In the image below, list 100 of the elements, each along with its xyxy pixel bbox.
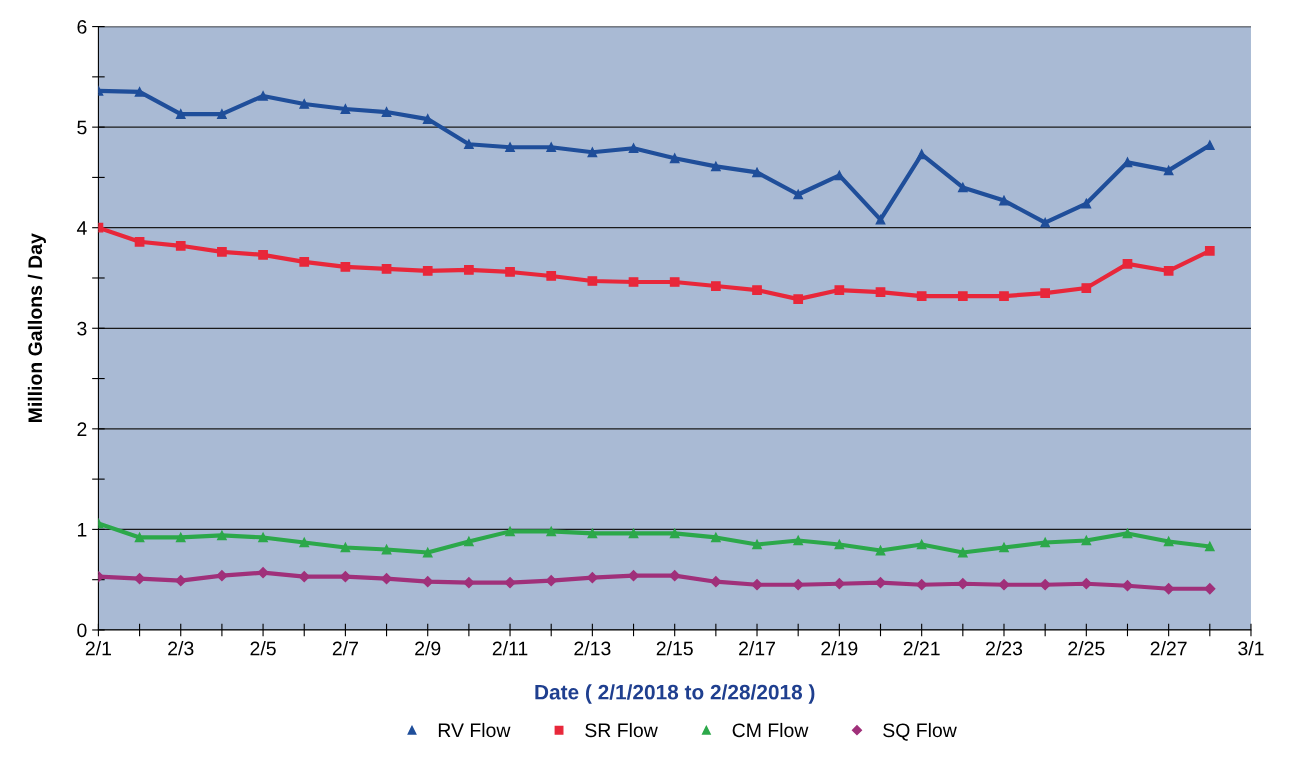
x-tick-label: 2/13 <box>574 641 611 656</box>
legend-label: SQ Flow <box>883 722 957 741</box>
x-tick-label: 2/15 <box>656 641 693 656</box>
x-tick-label: 2/27 <box>1150 641 1187 656</box>
point <box>381 264 392 274</box>
point <box>793 294 804 304</box>
x-tick-label: 2/1 <box>85 641 111 656</box>
point <box>875 214 886 225</box>
point <box>875 545 886 556</box>
point <box>999 542 1009 553</box>
y-tick-label: 1 <box>77 523 87 537</box>
point <box>669 570 681 582</box>
point <box>875 287 886 297</box>
point <box>134 532 145 543</box>
x-tick-label: 2/7 <box>332 641 358 656</box>
point <box>999 291 1009 301</box>
point <box>299 537 310 548</box>
point <box>298 571 310 583</box>
x-tick-label: 2/11 <box>492 641 528 656</box>
point <box>422 266 433 276</box>
point <box>258 91 268 101</box>
point <box>628 143 639 154</box>
point <box>134 87 145 97</box>
point <box>505 526 515 537</box>
point <box>546 271 557 281</box>
y-tick-label: 6 <box>77 20 87 34</box>
point <box>175 109 186 119</box>
point <box>546 526 557 537</box>
point <box>834 539 845 550</box>
point <box>340 262 351 272</box>
point <box>1163 266 1174 276</box>
point <box>1081 198 1092 209</box>
point <box>422 547 433 558</box>
point <box>751 579 763 591</box>
legend-label: RV Flow <box>438 722 511 738</box>
point <box>669 528 680 539</box>
point <box>710 281 721 291</box>
point <box>834 285 845 295</box>
point <box>793 189 804 200</box>
point <box>957 182 968 193</box>
point <box>587 147 598 158</box>
point <box>752 539 762 550</box>
point <box>1204 245 1215 256</box>
point <box>587 528 598 539</box>
point <box>505 142 515 153</box>
point <box>175 532 186 543</box>
point <box>669 153 680 164</box>
point <box>217 530 227 541</box>
point <box>546 142 557 153</box>
point <box>175 240 186 251</box>
x-tick-label: 2/25 <box>1068 641 1105 656</box>
point <box>258 532 268 543</box>
point <box>1163 165 1174 176</box>
point <box>258 249 268 260</box>
y-tick-label: 3 <box>77 321 87 336</box>
x-tick-label: 2/3 <box>168 641 194 656</box>
point <box>381 107 392 117</box>
point <box>175 575 187 587</box>
point <box>464 265 474 275</box>
x-tick-label: 2/19 <box>821 641 858 656</box>
y-tick-label: 0 <box>77 623 87 638</box>
point <box>752 167 762 178</box>
x-tick-label: 2/5 <box>250 641 276 656</box>
x-tick-label: 2/23 <box>986 641 1023 656</box>
y-tick-label: 2 <box>77 422 87 436</box>
point <box>1204 583 1216 595</box>
point <box>1204 541 1215 552</box>
point <box>710 161 721 172</box>
point <box>422 114 433 124</box>
point <box>1040 537 1051 548</box>
y-tick-label: 5 <box>77 120 87 135</box>
point <box>587 276 598 286</box>
point <box>669 277 680 287</box>
point <box>1040 217 1051 228</box>
point <box>299 257 310 267</box>
point <box>957 547 968 558</box>
point <box>340 542 351 553</box>
x-tick-label: 2/17 <box>739 641 775 656</box>
x-tick-label: 3/1 <box>1238 641 1264 656</box>
point <box>340 104 351 114</box>
point <box>299 99 310 109</box>
point <box>504 577 516 589</box>
point <box>134 236 145 247</box>
point <box>628 277 639 287</box>
legend-label: CM Flow <box>732 722 809 738</box>
legend-label: SR Flow <box>585 722 658 738</box>
x-tick-label: 2/9 <box>415 641 441 656</box>
point <box>1163 536 1174 547</box>
point <box>752 285 762 295</box>
point <box>998 579 1010 591</box>
point <box>1081 535 1092 546</box>
point <box>464 139 474 150</box>
y-tick-label: 4 <box>76 221 87 235</box>
point <box>999 195 1009 206</box>
point <box>916 291 927 301</box>
point <box>793 535 804 546</box>
point <box>1040 288 1051 298</box>
point <box>628 528 639 539</box>
x-axis-title: Date ( 2/1/2018 to 2/28/2018 ) <box>535 684 815 704</box>
point <box>916 539 927 550</box>
